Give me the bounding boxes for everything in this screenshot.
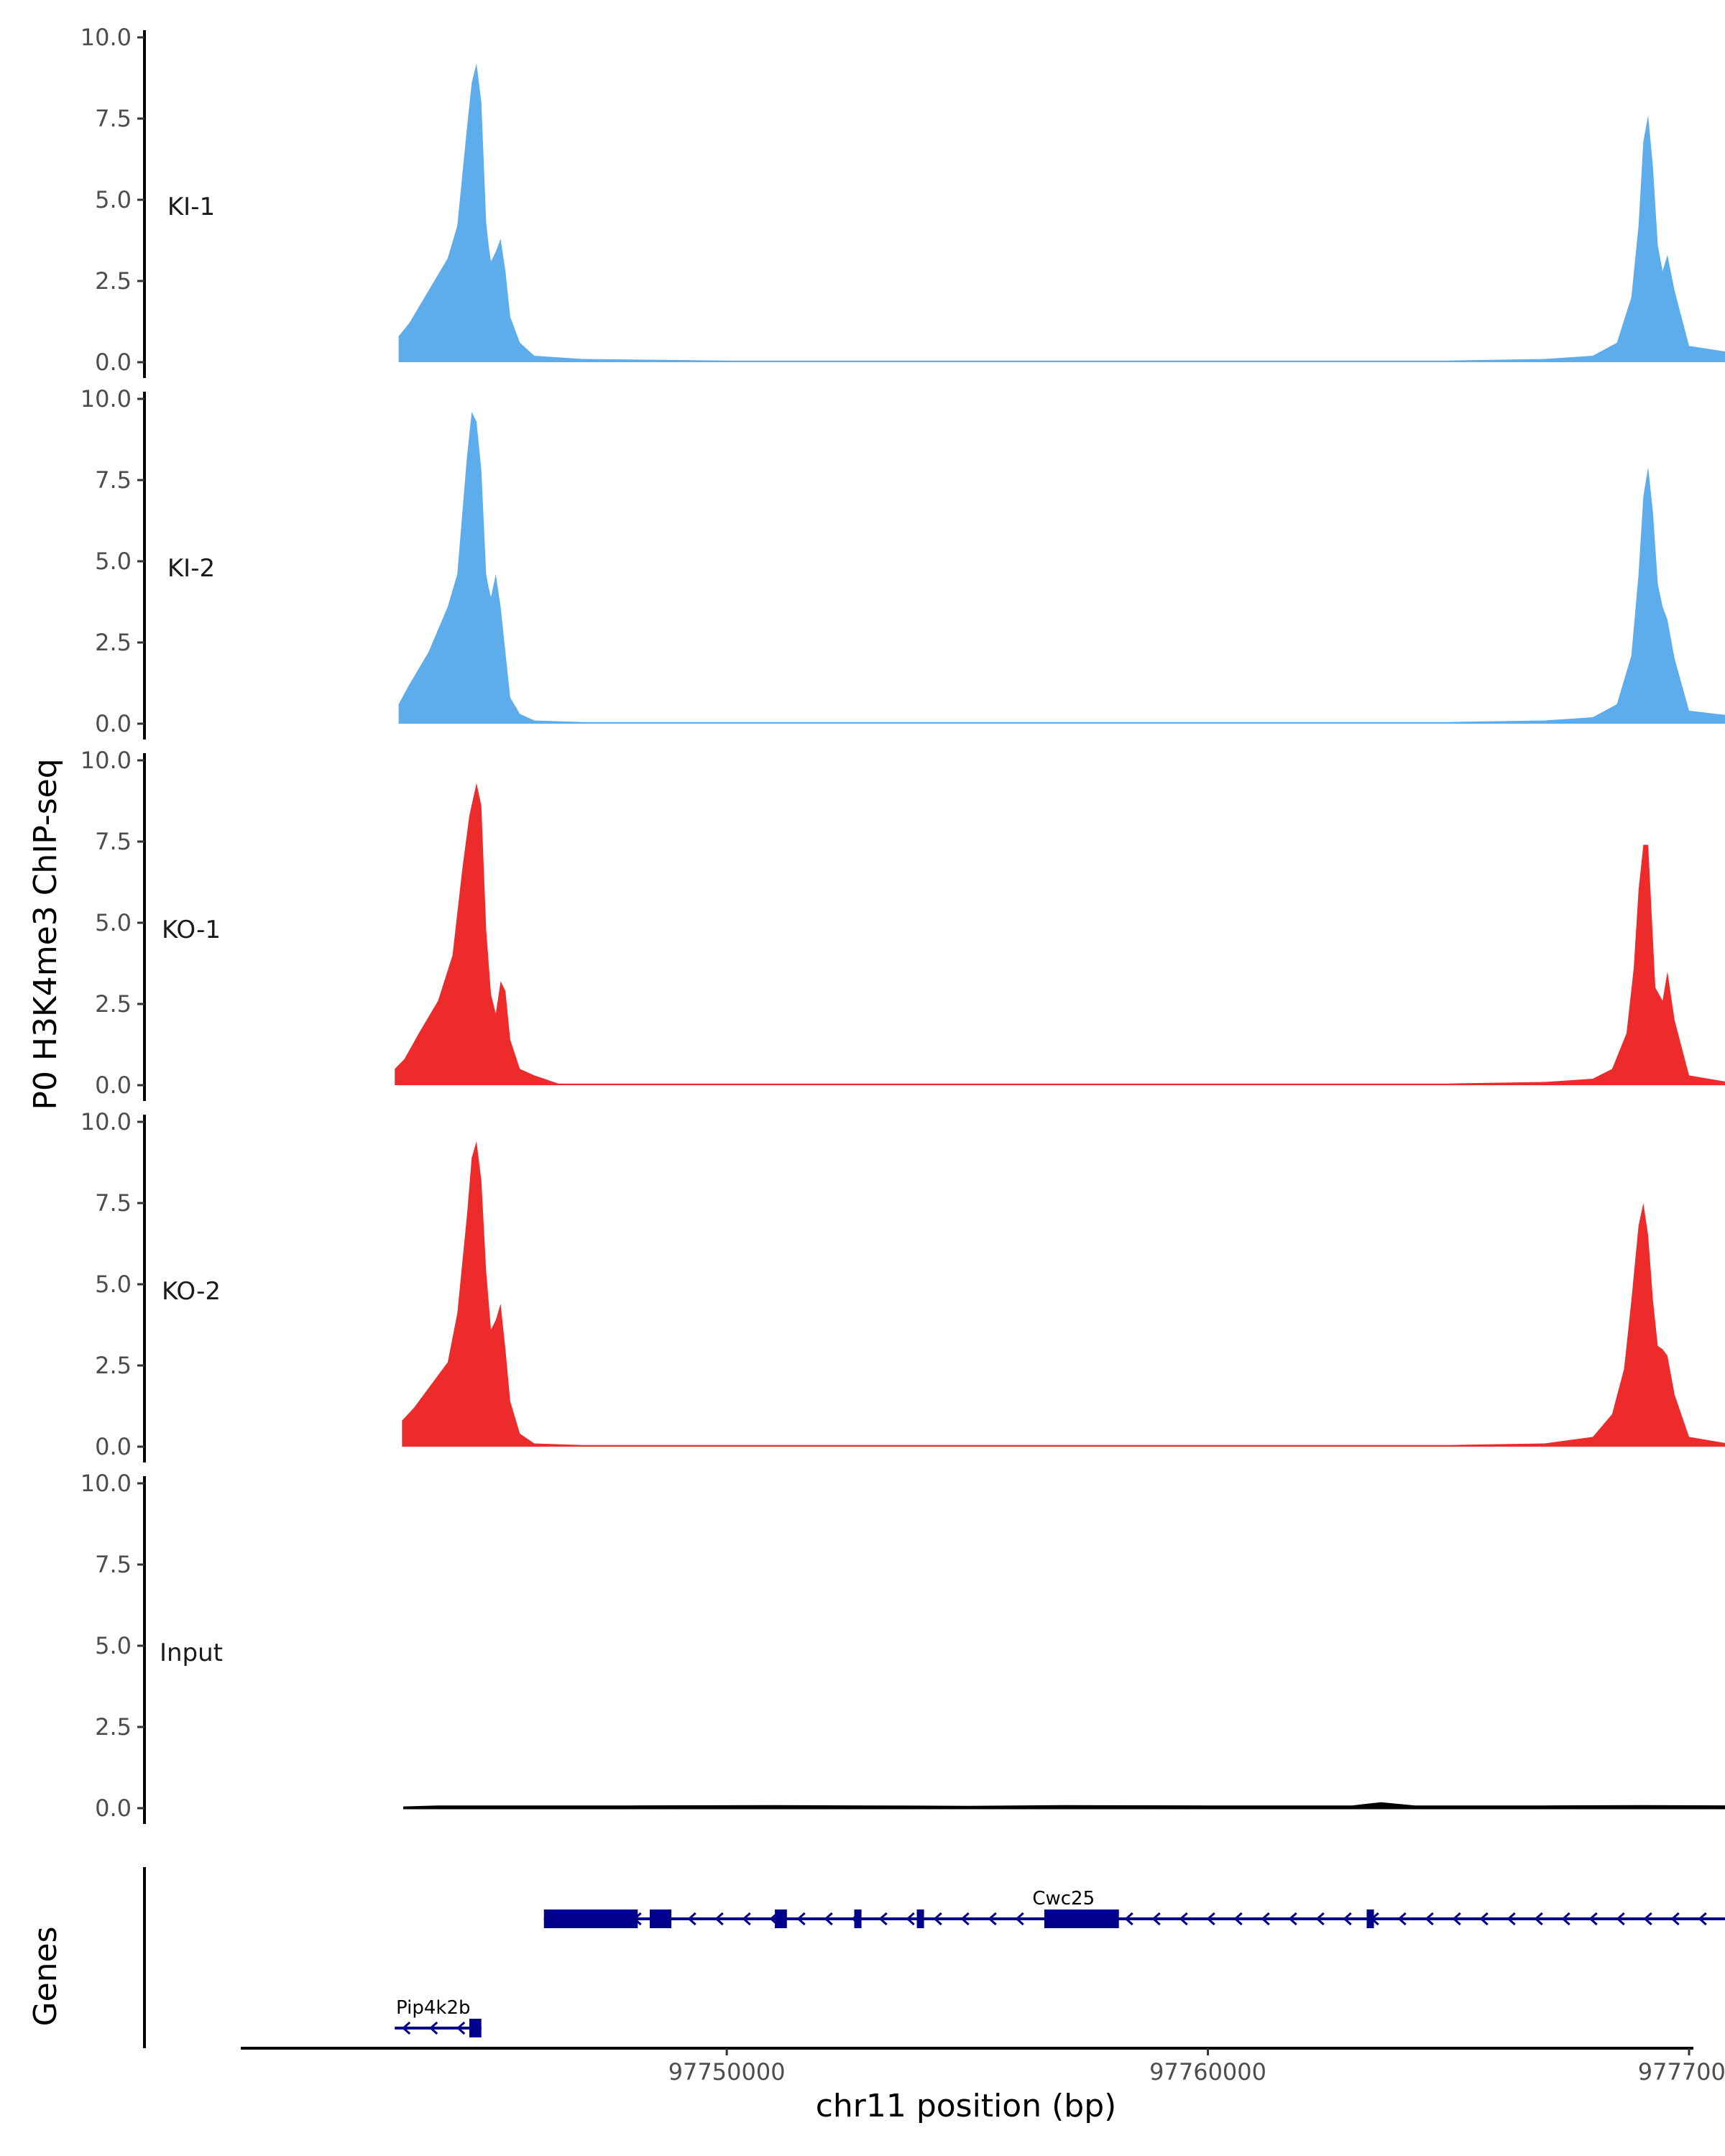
track-input: 0.0 2.5 5.0 7.5 10.0 Input: [80, 1470, 1725, 1824]
x-tick-label: 97760000: [1149, 2058, 1266, 2086]
strand-arrow: [456, 2021, 466, 2035]
y-tick-label: 7.5: [95, 105, 132, 132]
track-ko-1: 0.0 2.5 5.0 7.5 10.0 KO-1: [80, 747, 1725, 1101]
strand-arrow: [878, 1912, 888, 1926]
exon-block: [543, 1909, 638, 1928]
gene-pip4k2b: Pip4k2b: [395, 1997, 482, 2037]
strand-arrow: [1343, 1912, 1352, 1926]
y-tick-label: 7.5: [95, 1551, 132, 1578]
y-tick-label: 5.0: [95, 1271, 132, 1298]
strand-arrow: [1206, 1912, 1215, 1926]
strand-arrow: [1506, 1912, 1516, 1926]
y-tick-label: 10.0: [80, 1108, 132, 1135]
strand-arrow: [428, 2021, 438, 2035]
y-tick-label: 0.0: [95, 349, 132, 376]
strand-arrow: [714, 1912, 724, 1926]
genes-axis-title: Genes: [27, 1926, 64, 2026]
strand-arrow: [1643, 1912, 1652, 1926]
y-tick-label: 0.0: [95, 710, 132, 737]
strand-arrow: [1561, 1912, 1570, 1926]
x-tick-label: 9777000: [1638, 2058, 1725, 2086]
strand-arrow: [1179, 1912, 1188, 1926]
x-axis: 97750000 97760000 9777000: [241, 2047, 1725, 2086]
track-label: Input: [160, 1639, 223, 1667]
x-axis-title: chr11 position (bp): [816, 2088, 1117, 2124]
y-tick-label: 7.5: [95, 466, 132, 494]
strand-arrow: [796, 1912, 806, 1926]
strand-arrow: [687, 1912, 696, 1926]
gene-annotation-track: Cwc25 Pip4k2b: [143, 1867, 1725, 2048]
strand-arrow: [1616, 1912, 1625, 1926]
strand-arrow: [933, 1912, 942, 1926]
signal-area-input: [403, 1802, 1725, 1810]
y-tick-label: 7.5: [95, 1189, 132, 1217]
y-tick-label: 10.0: [80, 1470, 132, 1497]
signal-area-ko-2: [402, 1141, 1725, 1447]
exon-block: [916, 1909, 924, 1928]
y-tick-label: 0.0: [95, 1433, 132, 1460]
strand-arrow: [824, 1912, 833, 1926]
exon-block: [854, 1909, 862, 1928]
strand-arrow: [1670, 1912, 1680, 1926]
track-ko-2: 0.0 2.5 5.0 7.5 10.0 KO-2: [80, 1108, 1725, 1462]
strand-arrow: [1698, 1912, 1707, 1926]
strand-arrow: [988, 1912, 997, 1926]
y-tick-label: 5.0: [95, 548, 132, 575]
strand-arrow: [1588, 1912, 1598, 1926]
strand-arrow: [1534, 1912, 1543, 1926]
strand-arrow: [1124, 1912, 1133, 1926]
y-tick-label: 7.5: [95, 828, 132, 855]
track-label: KO-1: [162, 916, 221, 944]
gene-label: Pip4k2b: [396, 1997, 470, 2019]
exon-block: [1044, 1909, 1119, 1928]
y-axis-title: P0 H3K4me3 ChIP-seq: [27, 758, 64, 1110]
signal-area-ko-1: [395, 783, 1725, 1085]
y-tick-label: 5.0: [95, 1632, 132, 1659]
x-tick-label: 97750000: [668, 2058, 786, 2086]
track-label: KO-2: [162, 1277, 221, 1306]
gene-cwc25: Cwc25: [543, 1888, 1725, 1928]
exon-block: [469, 2019, 482, 2037]
y-tick-label: 2.5: [95, 990, 132, 1018]
y-tick-label: 10.0: [80, 747, 132, 774]
y-tick-label: 10.0: [80, 24, 132, 51]
y-tick-label: 2.5: [95, 629, 132, 656]
strand-arrow: [960, 1912, 970, 1926]
strand-arrow: [1397, 1912, 1407, 1926]
gene-label: Cwc25: [1032, 1888, 1095, 1909]
y-tick-label: 0.0: [95, 1795, 132, 1822]
track-ki-2: 0.0 2.5 5.0 7.5 10.0 KI-2: [80, 385, 1725, 740]
strand-arrow: [1315, 1912, 1325, 1926]
track-ki-1: 0.0 2.5 5.0 7.5 10.0 KI-1: [80, 24, 1725, 378]
signal-area-ki-2: [398, 412, 1725, 724]
track-label: KI-2: [167, 554, 215, 583]
strand-arrow: [1151, 1912, 1161, 1926]
strand-arrow: [1479, 1912, 1489, 1926]
y-tick-label: 5.0: [95, 186, 132, 213]
strand-arrow: [1288, 1912, 1297, 1926]
strand-arrow: [401, 2021, 411, 2035]
y-tick-label: 10.0: [80, 385, 132, 413]
exon-block: [1366, 1909, 1374, 1928]
strand-arrow: [1425, 1912, 1434, 1926]
track-label: KI-1: [167, 193, 215, 221]
exon-block: [775, 1909, 787, 1928]
y-tick-label: 2.5: [95, 1352, 132, 1379]
y-tick-label: 2.5: [95, 1713, 132, 1741]
strand-arrow: [1015, 1912, 1024, 1926]
chip-seq-tracks: 0.0 2.5 5.0 7.5 10.0 KI-1 0.0 2.5 5.0 7.5 10.0 KI-2…: [80, 24, 1725, 1824]
y-tick-label: 5.0: [95, 909, 132, 936]
exon-block: [650, 1909, 672, 1928]
y-tick-label: 0.0: [95, 1072, 132, 1099]
strand-arrow: [1261, 1912, 1270, 1926]
signal-area-ki-1: [398, 63, 1725, 362]
strand-arrow: [906, 1912, 915, 1926]
strand-arrow: [1452, 1912, 1461, 1926]
y-tick-label: 2.5: [95, 267, 132, 295]
strand-arrow: [1233, 1912, 1243, 1926]
strand-arrow: [742, 1912, 751, 1926]
